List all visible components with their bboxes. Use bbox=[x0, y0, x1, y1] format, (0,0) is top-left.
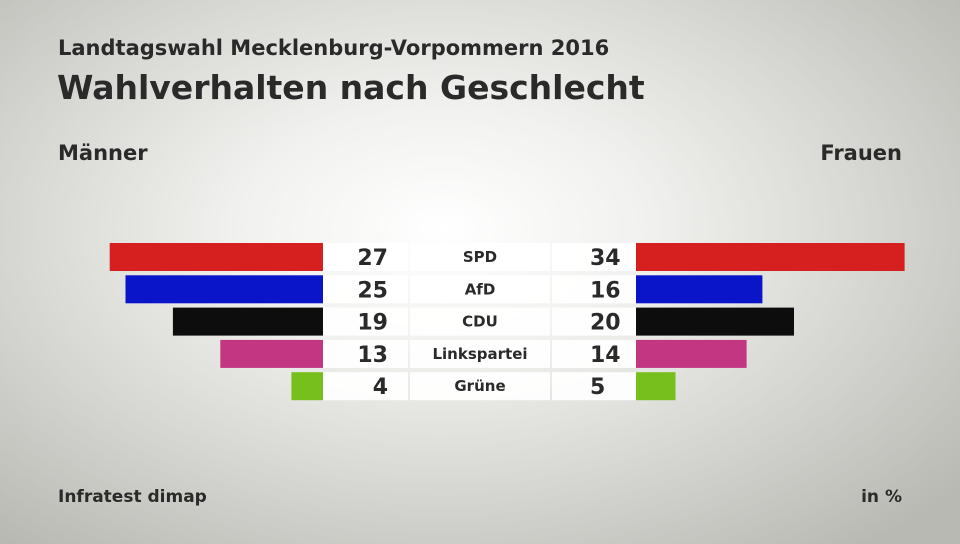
value-panel-left-spd bbox=[323, 243, 408, 271]
value-label-frauen-spd: 34 bbox=[590, 246, 621, 271]
bar-maenner-gr-ne bbox=[291, 372, 323, 401]
bar-maenner-afd bbox=[125, 275, 323, 304]
value-label-frauen-cdu: 20 bbox=[590, 311, 621, 336]
party-panel-gr-ne bbox=[410, 372, 550, 401]
value-panel-right-linkspartei bbox=[552, 339, 636, 368]
value-label-maenner-spd: 27 bbox=[357, 246, 388, 271]
category-label-linkspartei: Linkspartei bbox=[432, 345, 527, 363]
bar-frauen-spd bbox=[636, 243, 905, 271]
chart-title: Wahlverhalten nach Geschlecht bbox=[57, 68, 645, 107]
source-label: Infratest dimap bbox=[58, 487, 207, 507]
value-panel-left-linkspartei bbox=[323, 339, 408, 368]
bar-frauen-afd bbox=[636, 275, 763, 304]
value-label-maenner-afd: 25 bbox=[357, 278, 388, 303]
right-series-label: Frauen bbox=[820, 141, 902, 165]
chart-subtitle: Landtagswahl Mecklenburg-Vorpommern 2016 bbox=[58, 36, 610, 60]
category-label-spd: SPD bbox=[463, 248, 497, 266]
value-panel-right-afd bbox=[552, 275, 636, 304]
party-panel-spd bbox=[410, 243, 550, 271]
value-label-maenner-linkspartei: 13 bbox=[357, 343, 388, 368]
category-label-gr-ne: Grüne bbox=[454, 377, 505, 395]
value-label-frauen-linkspartei: 14 bbox=[590, 343, 621, 368]
value-panel-left-cdu bbox=[323, 307, 408, 336]
category-label-afd: AfD bbox=[465, 280, 496, 298]
unit-label: in % bbox=[861, 487, 902, 507]
bar-maenner-linkspartei bbox=[220, 339, 323, 368]
value-panel-left-gr-ne bbox=[323, 372, 408, 401]
bar-frauen-cdu bbox=[636, 307, 794, 336]
value-label-frauen-gr-ne: 5 bbox=[590, 375, 605, 400]
value-panel-left-afd bbox=[323, 275, 408, 304]
party-panel-cdu bbox=[410, 307, 550, 336]
left-series-label: Männer bbox=[58, 141, 148, 165]
bar-maenner-spd bbox=[109, 243, 323, 271]
value-panel-right-spd bbox=[552, 243, 636, 271]
bar-frauen-linkspartei bbox=[636, 339, 747, 368]
value-label-maenner-gr-ne: 4 bbox=[373, 375, 388, 400]
bar-frauen-gr-ne bbox=[636, 372, 676, 401]
value-label-maenner-cdu: 19 bbox=[357, 311, 388, 336]
party-panel-afd bbox=[410, 275, 550, 304]
value-panel-right-gr-ne bbox=[552, 372, 636, 401]
category-label-cdu: CDU bbox=[462, 313, 498, 331]
bar-maenner-cdu bbox=[172, 307, 323, 336]
value-label-frauen-afd: 16 bbox=[590, 278, 621, 303]
party-panel-linkspartei bbox=[410, 339, 550, 368]
value-panel-right-cdu bbox=[552, 307, 636, 336]
